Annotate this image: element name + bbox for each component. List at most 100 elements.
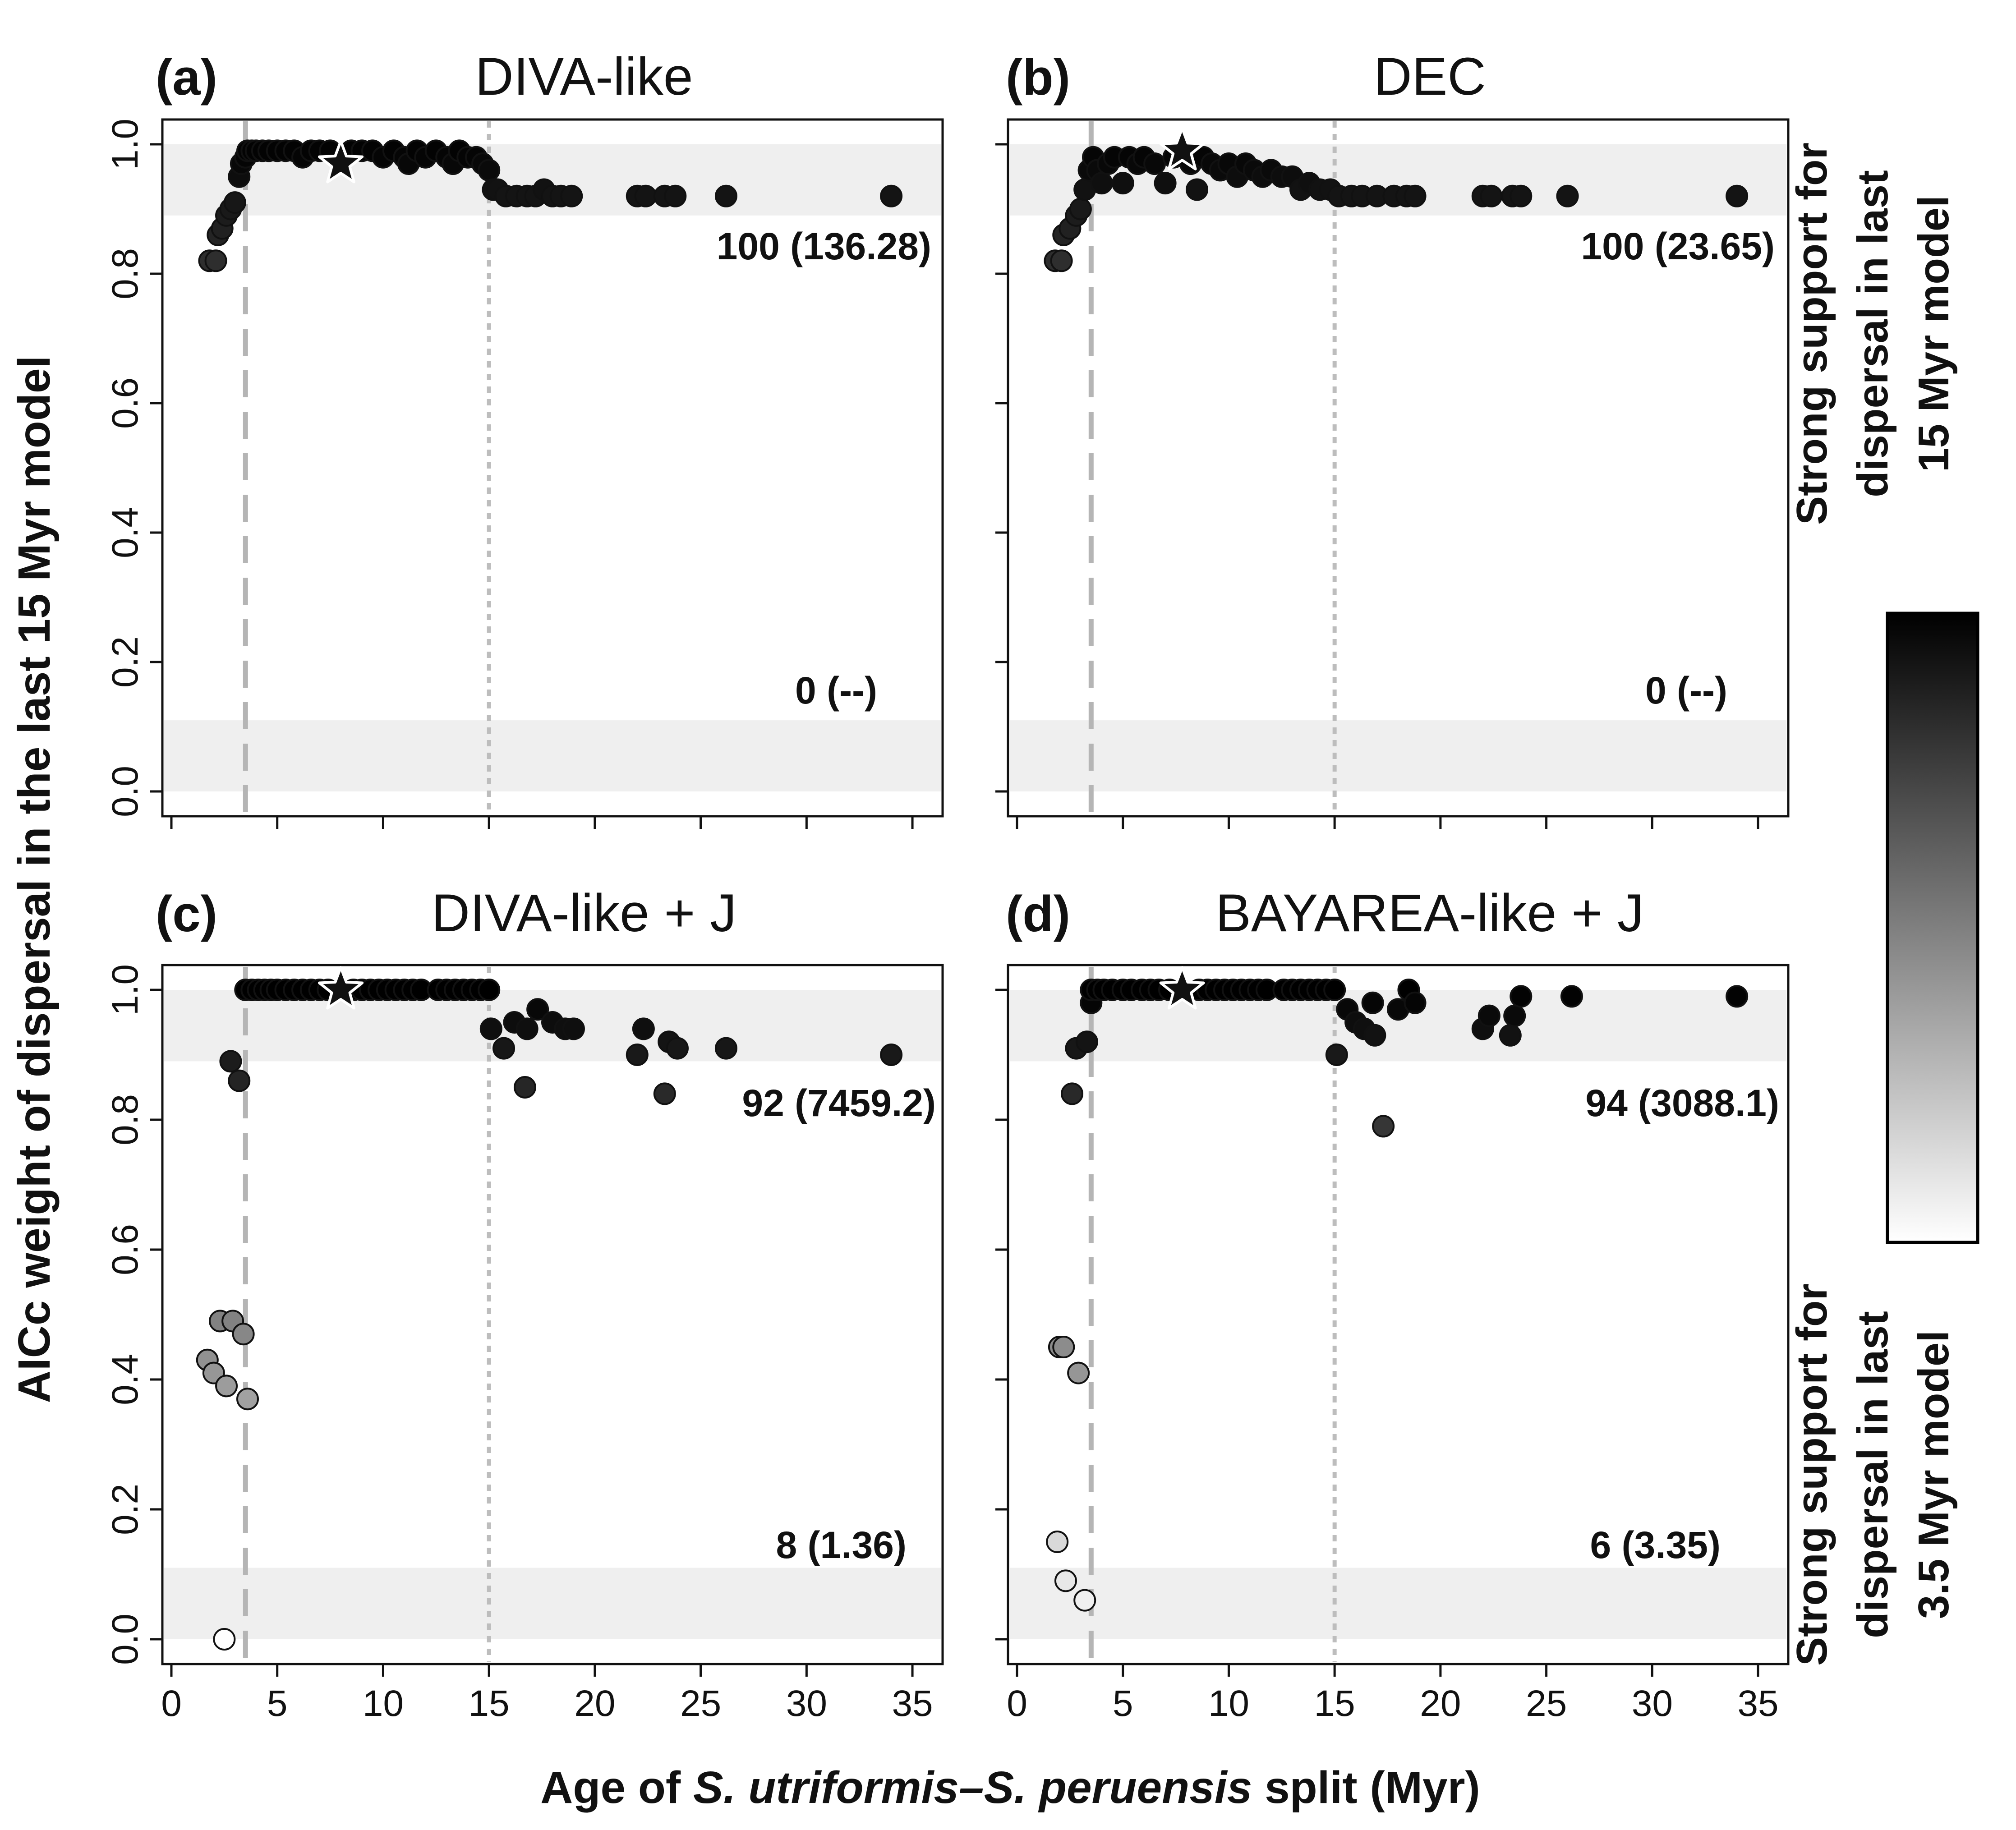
- y-tick-label: 1.0: [105, 119, 146, 170]
- data-point: [1154, 172, 1177, 195]
- data-point: [1069, 198, 1092, 221]
- y-tick-label: 0.8: [105, 1094, 146, 1145]
- y-tick-label: 0.6: [105, 377, 146, 429]
- data-point: [478, 979, 501, 1001]
- data-point: [714, 184, 737, 207]
- data-point: [880, 184, 903, 207]
- data-point: [1052, 1336, 1075, 1358]
- x-tick-label: 20: [1420, 1683, 1461, 1724]
- data-point: [1054, 1569, 1077, 1592]
- count-bottom-label: 0 (--): [1645, 669, 1727, 712]
- panel-a: (a) DIVA-like 100 (136.28) 0 (--) 0.0 0.2…: [105, 47, 944, 829]
- panel-letter: (d): [1006, 886, 1070, 942]
- data-point: [219, 1050, 242, 1073]
- y-tick-label: 1.0: [105, 964, 146, 1016]
- y-tick-label: 0.0: [105, 766, 146, 817]
- data-point: [513, 1076, 536, 1099]
- x-tick-label: 10: [1208, 1683, 1249, 1724]
- x-tick-label: 35: [892, 1683, 933, 1724]
- data-point: [213, 1628, 236, 1651]
- data-point: [1325, 1044, 1348, 1066]
- data-point: [1726, 184, 1749, 207]
- legend-top-line-1: Strong support for: [1788, 143, 1836, 525]
- data-point: [1372, 1115, 1395, 1138]
- data-point: [1111, 172, 1134, 195]
- data-point: [1323, 979, 1346, 1001]
- shaded-band: [164, 720, 941, 791]
- best-fit-star: [318, 140, 364, 184]
- y-tick-label: 0.4: [105, 1354, 146, 1405]
- data-point: [1061, 1082, 1084, 1105]
- count-top-label: 100 (136.28): [717, 225, 931, 267]
- x-axis-title-species: S. utriformis–S. peruensis: [693, 1762, 1252, 1813]
- count-bottom-label: 6 (3.35): [1590, 1524, 1721, 1566]
- data-point: [1477, 1004, 1500, 1027]
- plot-frame: [161, 118, 944, 818]
- panel-title: DIVA-like + J: [432, 883, 736, 943]
- y-tick-label: 0.2: [105, 1484, 146, 1535]
- count-bottom-label: 8 (1.36): [776, 1524, 907, 1566]
- data-point: [492, 1037, 516, 1060]
- data-point: [516, 1017, 539, 1040]
- legend: Strong support for dispersal in last 15 …: [1788, 143, 1979, 1666]
- x-tick-label: 5: [1113, 1683, 1133, 1724]
- data-point: [560, 184, 583, 207]
- data-point: [479, 1017, 502, 1040]
- data-point: [1073, 1589, 1096, 1612]
- plot-area: [161, 118, 944, 818]
- panel-c: (c) DIVA-like + J 92 (7459.2) 8 (1.36) 0…: [105, 883, 944, 1724]
- x-axis-title-prefix: Age of: [540, 1762, 693, 1813]
- x-tick-label: 30: [786, 1683, 827, 1724]
- data-point: [1363, 1024, 1386, 1047]
- x-tick-label: 25: [680, 1683, 721, 1724]
- data-point: [634, 184, 657, 207]
- panel-title: BAYAREA-like + J: [1215, 883, 1644, 943]
- data-point: [714, 1037, 737, 1060]
- x-tick-label: 5: [267, 1683, 288, 1724]
- legend-top-text: Strong support for dispersal in last 15 …: [1788, 143, 1958, 525]
- x-tick-label: 0: [1007, 1683, 1027, 1724]
- y-tick-label: 0.4: [105, 507, 146, 558]
- data-point: [653, 1082, 676, 1105]
- data-point: [632, 1017, 655, 1040]
- panel-d: (d) BAYAREA-like + J 94 (3088.1) 6 (3.35…: [995, 883, 1790, 1724]
- data-point: [1480, 184, 1503, 207]
- data-point: [236, 1388, 259, 1411]
- data-point: [1361, 991, 1384, 1014]
- count-top-label: 92 (7459.2): [742, 1082, 936, 1124]
- x-tick-label: 20: [574, 1683, 615, 1724]
- count-top-label: 94 (3088.1): [1585, 1082, 1779, 1124]
- best-fit-star: [318, 966, 364, 1010]
- data-point: [526, 998, 549, 1021]
- x-axis-title-suffix: split (Myr): [1252, 1762, 1480, 1813]
- data-point: [478, 159, 501, 182]
- count-top-label: 100 (23.65): [1581, 225, 1775, 267]
- count-bottom-label: 0 (--): [795, 669, 877, 712]
- data-point: [1510, 985, 1533, 1008]
- x-tick-label: 15: [469, 1683, 510, 1724]
- panel-title: DIVA-like: [475, 47, 693, 106]
- data-point: [1143, 152, 1166, 175]
- data-point: [666, 1037, 689, 1060]
- legend-bottom-line-2: dispersal in last: [1849, 1311, 1897, 1638]
- x-tick-label: 30: [1632, 1683, 1673, 1724]
- y-tick-label: 0.2: [105, 636, 146, 688]
- x-tick-label: 25: [1526, 1683, 1567, 1724]
- legend-top-line-3: 15 Myr model: [1910, 195, 1958, 472]
- plot-frame: [161, 964, 944, 1665]
- panel-letter: (b): [1006, 49, 1070, 106]
- data-point: [1046, 1531, 1069, 1553]
- plot-area: [1007, 118, 1790, 818]
- y-axis-title: AICc weight of dispersal in the last 15 …: [9, 356, 60, 1403]
- data-point: [1503, 1004, 1526, 1027]
- data-point: [204, 249, 227, 272]
- best-fit-star: [1159, 966, 1205, 1010]
- shaded-band: [1010, 720, 1786, 791]
- data-point: [562, 1017, 585, 1040]
- colorbar: [1886, 612, 1979, 1244]
- data-point: [232, 1323, 255, 1346]
- data-point: [664, 184, 687, 207]
- panel-letter: (a): [156, 49, 217, 106]
- x-tick-label: 35: [1737, 1683, 1778, 1724]
- data-point: [880, 1044, 903, 1066]
